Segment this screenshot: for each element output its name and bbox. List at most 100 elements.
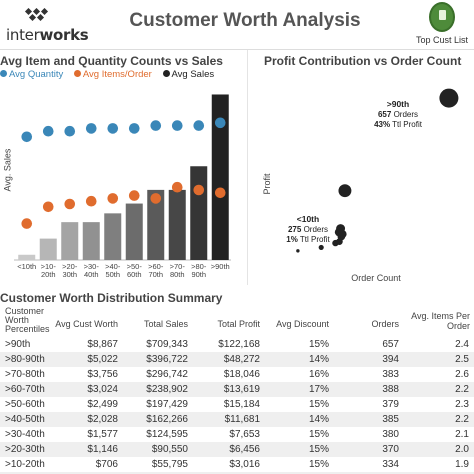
cell-avg-discount: 14% xyxy=(308,354,329,365)
x-tick-label: 60th xyxy=(127,270,142,279)
legend-item-avg-sales[interactable]: Avg Sales xyxy=(162,69,219,80)
table-row[interactable]: <10th$280$22,354$28015%2751.3 xyxy=(0,472,474,474)
cell-avg-cust-worth: $5,022 xyxy=(87,354,118,365)
cell-avg-discount: 15% xyxy=(308,399,329,410)
avg-quantity-point xyxy=(21,131,33,143)
chart-divider xyxy=(247,50,248,285)
cell-avg-items-per-order: 2.5 xyxy=(455,354,469,365)
cell-total-sales: $238,902 xyxy=(146,384,188,395)
x-tick-label: >40- xyxy=(105,262,121,271)
avg-items-point xyxy=(193,184,205,196)
top-percentile-annotation-label: >90th xyxy=(387,99,409,109)
cell-total-profit: $7,653 xyxy=(229,429,260,440)
profit-bubble xyxy=(296,249,300,253)
cell-avg-cust-worth: $2,028 xyxy=(87,414,118,425)
top-cust-list-label: Top Cust List xyxy=(415,35,469,45)
header-orders[interactable]: Orders xyxy=(371,319,399,329)
avg-sales-bar xyxy=(211,94,229,260)
cell-total-profit: $13,619 xyxy=(223,384,260,395)
cell-orders: 388 xyxy=(382,384,399,395)
top-cust-list-button[interactable]: Top Cust List xyxy=(412,2,472,48)
avg-sales-bar xyxy=(82,222,100,260)
avg-quantity-point xyxy=(193,120,205,131)
avg-quantity-point xyxy=(171,120,183,131)
table-row[interactable]: >10-20th $706 $55,795 $3,016 15% 334 1.9 xyxy=(0,457,474,472)
cell-orders: 370 xyxy=(382,444,399,455)
cell-total-profit: $48,272 xyxy=(223,354,260,365)
excel-icon xyxy=(429,2,455,32)
table-row[interactable]: >60-70th $3,024 $238,902 $13,619 17% 388 2.2 xyxy=(0,382,474,397)
cell-total-sales: $55,795 xyxy=(151,459,188,470)
cell-orders: 380 xyxy=(382,429,399,440)
cell-total-sales: $396,722 xyxy=(146,354,188,365)
header-avg-items-per-order[interactable]: Avg. Items Per Order xyxy=(411,311,470,331)
cell-percentile: >50-60th xyxy=(5,399,45,410)
logo-squares-icon xyxy=(24,8,49,22)
avg-quantity-point xyxy=(107,123,119,134)
left-chart-legend: Avg Quantity Avg Items/Order Avg Sales xyxy=(0,69,222,80)
cell-avg-discount: 15% xyxy=(308,459,329,470)
avg-quantity-point xyxy=(150,120,162,131)
legend-item-avg-items[interactable]: Avg Items/Order xyxy=(73,69,156,80)
cell-total-profit: $15,184 xyxy=(223,399,260,410)
cell-avg-items-per-order: 2.0 xyxy=(455,444,469,455)
cell-total-sales: $124,595 xyxy=(146,429,188,440)
bottom-percentile-annotation-profit-share: 1% Ttl Profit xyxy=(286,235,330,244)
cell-total-sales: $296,742 xyxy=(146,369,188,380)
x-tick-label: 70th xyxy=(148,270,163,279)
x-tick-label: 30th xyxy=(62,270,77,279)
table-row[interactable]: >70-80th $3,756 $296,742 $18,046 16% 383 2.6 xyxy=(0,367,474,382)
avg-items-point xyxy=(64,198,76,210)
header-percentiles[interactable]: Customer Worth Percentiles xyxy=(5,306,50,334)
table-title: Customer Worth Distribution Summary xyxy=(0,291,223,305)
avg-items-point xyxy=(107,193,119,204)
avg-sales-bar xyxy=(168,189,186,260)
cell-avg-cust-worth: $3,024 xyxy=(87,384,118,395)
cell-percentile: >60-70th xyxy=(5,384,45,395)
avg-quantity-point xyxy=(64,125,76,137)
x-tick-label: >60- xyxy=(148,262,164,271)
table-row[interactable]: >30-40th $1,577 $124,595 $7,653 15% 380 2.1 xyxy=(0,427,474,442)
table-row[interactable]: >50-60th $2,499 $197,429 $15,184 15% 379 2.3 xyxy=(0,397,474,412)
cell-total-sales: $197,429 xyxy=(146,399,188,410)
cell-total-profit: $122,168 xyxy=(218,339,260,350)
top-percentile-annotation-orders: 657 Orders xyxy=(378,110,418,119)
table-row[interactable]: >20-30th $1,146 $90,550 $6,456 15% 370 2.0 xyxy=(0,442,474,457)
table-row[interactable]: >80-90th $5,022 $396,722 $48,272 14% 394 2.5 xyxy=(0,352,474,367)
avg-counts-vs-sales-chart: <10th >10-20th >20-30th >30-40th >40-50th >50… xyxy=(14,94,231,279)
cell-orders: 334 xyxy=(382,459,399,470)
cell-percentile: >20-30th xyxy=(5,444,45,455)
cell-percentile: >40-50th xyxy=(5,414,45,425)
table-row[interactable]: >90th $8,867 $709,343 $122,168 15% 657 2.4 xyxy=(0,337,474,352)
x-tick-label: >70- xyxy=(170,262,186,271)
cell-avg-cust-worth: $1,577 xyxy=(87,429,118,440)
cell-percentile: >10-20th xyxy=(5,459,45,470)
cell-avg-discount: 15% xyxy=(308,339,329,350)
cell-orders: 394 xyxy=(382,354,399,365)
cell-total-sales: $90,550 xyxy=(151,444,188,455)
avg-sales-bar xyxy=(61,222,79,260)
cell-avg-cust-worth: $2,499 xyxy=(87,399,118,410)
avg-items-point xyxy=(85,195,97,207)
header-total-sales[interactable]: Total Sales xyxy=(143,319,188,329)
cell-total-profit: $18,046 xyxy=(223,369,260,380)
avg-quantity-point xyxy=(42,125,54,137)
cell-avg-cust-worth: $1,146 xyxy=(87,444,118,455)
cell-orders: 385 xyxy=(382,414,399,425)
table-header: Customer Worth Percentiles Avg Cust Wort… xyxy=(0,307,474,337)
avg-items-point xyxy=(214,187,226,199)
avg-quantity-point xyxy=(128,123,140,134)
header-avg-cust-worth[interactable]: Avg Cust Worth xyxy=(55,319,118,329)
header-total-profit[interactable]: Total Profit xyxy=(217,319,260,329)
cell-avg-items-per-order: 2.2 xyxy=(455,414,469,425)
cell-percentile: >90th xyxy=(5,339,31,350)
legend-item-avg-quantity[interactable]: Avg Quantity xyxy=(0,69,67,80)
right-chart-title: Profit Contribution vs Order Count xyxy=(264,54,462,68)
avg-items-point xyxy=(150,193,162,204)
x-tick-label: >10- xyxy=(41,262,57,271)
table-row[interactable]: >40-50th $2,028 $162,266 $11,681 14% 385 2.2 xyxy=(0,412,474,427)
cell-total-profit: $11,681 xyxy=(224,414,260,425)
cell-avg-items-per-order: 2.2 xyxy=(455,384,469,395)
header-avg-discount[interactable]: Avg Discount xyxy=(276,319,329,329)
